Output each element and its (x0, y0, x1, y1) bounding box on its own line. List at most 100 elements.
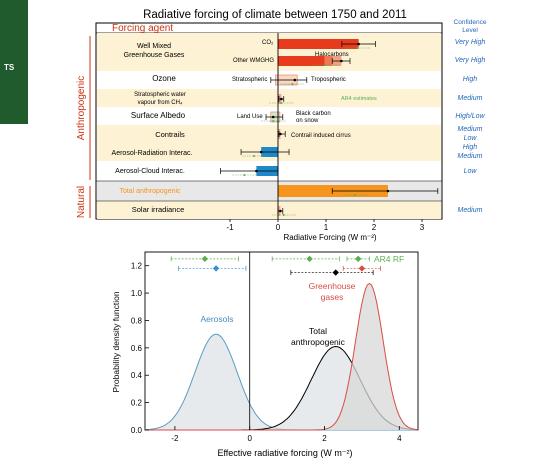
ar4-estimates-label: AR4 estimates (341, 96, 377, 102)
row-label-wmghg-line-2: Greenhouse Gases (124, 52, 185, 59)
sublabel-contrail-cirrus: Contrail induced cirrus (291, 133, 351, 139)
ar4-estimate-point-5 (253, 155, 255, 157)
sublabel-tropospheric: Tropospheric (311, 77, 346, 83)
pdf-fill-2 (145, 283, 418, 430)
bar-ch4 (278, 56, 325, 66)
estimate-diamond-2 (306, 255, 313, 263)
confidence-aerosol-radiation-2: Medium (458, 153, 483, 160)
rf-chart-x-axis: -1 0 1 2 3 (226, 219, 425, 232)
rf-x-tick-label-1: 0 (276, 223, 281, 232)
bar-n2o (324, 56, 333, 66)
ar4-estimate-point-1 (324, 64, 327, 66)
ghg-label: Greenhouse gases (309, 281, 356, 302)
estimate-diamond-5 (358, 265, 366, 272)
rf-chart-marks (220, 33, 439, 219)
pdf-curve-2 (145, 282, 419, 431)
confidence-water-vapour: Medium (458, 95, 483, 102)
sublabel-other-wmghg: Other WMGHG (233, 58, 274, 64)
err-solar-point (279, 209, 282, 213)
rf-x-tick-label-4: 3 (420, 223, 425, 232)
pdf-x-tick-label-2: 2 (322, 434, 327, 443)
group-label-anthropogenic: Anthropogenic (76, 76, 87, 141)
ghg-label-line-1: Greenhouse (309, 281, 356, 291)
ar4-estimate-point-0 (356, 47, 359, 49)
total-anthropogenic-label-line-1: Total (309, 326, 327, 336)
err-total-anthropogenic-point (386, 189, 390, 193)
err-aerosol-cloud-point (255, 169, 258, 173)
pdf-y-tick-label-4: 0.8 (131, 316, 143, 325)
rf-x-tick-label-0: -1 (226, 223, 234, 232)
pdf-y-tick-label-0: 0.0 (131, 426, 143, 435)
pdf-y-tick-label-2: 0.4 (131, 371, 143, 380)
ar4-estimate-point-2 (291, 83, 294, 85)
sublabel-stratospheric: Stratospheric (232, 77, 267, 83)
sublabel-black-carbon-line-2: on snow (296, 118, 319, 124)
section-tab: TS (0, 0, 28, 124)
forcing-agent-header: Forcing agent (112, 23, 173, 34)
confidence-header: Confidence Level (454, 19, 487, 34)
rf-chart-title: Radiative forcing of climate between 175… (143, 9, 407, 21)
err-contrails-point (279, 132, 282, 136)
sublabel-land-use: Land Use (237, 114, 263, 120)
total-anthropogenic-label-line-2: anthropogenic (291, 337, 346, 347)
confidence-solar: Medium (458, 207, 483, 214)
section-tab-label: TS (4, 63, 15, 72)
row-label-water-vapour-line-1: Stratospheric water (134, 92, 186, 98)
confidence-co2: Very High (455, 39, 486, 46)
confidence-surface-albedo: High/Low (455, 113, 485, 120)
err-aerosol-radiation-point (259, 150, 263, 154)
pdf-y-tick-label-1: 0.2 (131, 399, 143, 408)
rf-x-tick-label-2: 1 (324, 223, 329, 232)
row-label-wmghg-line-1: Well Mixed (137, 43, 171, 50)
row-label-total-anthropogenic: Total anthropogenic (119, 188, 181, 195)
pdf-chart-x-label: Effective radiative forcing (W m⁻²) (217, 448, 352, 458)
estimate-diamond-0 (201, 255, 209, 263)
row-label-ozone: Ozone (152, 74, 176, 83)
confidence-aerosol-cloud: Low (464, 168, 478, 175)
ar4-estimate-point-8 (282, 214, 285, 216)
pdf-y-tick-label-3: 0.6 (131, 344, 143, 353)
err-surface-albedo-point (271, 115, 275, 119)
row-label-surface-albedo: Surface Albedo (131, 111, 186, 120)
ar4-estimate-point-4 (272, 120, 275, 122)
sublabel-black-carbon-line-1: Black carbon (296, 111, 331, 117)
ar4-estimate-point-3 (280, 102, 283, 104)
err-co2-point (357, 42, 360, 46)
confidence-header-line-1: Confidence (454, 19, 487, 26)
row-label-water-vapour-line-2: vapour from CH₄ (138, 100, 183, 106)
pdf-x-tick-label-1: 0 (247, 434, 252, 443)
err-other-wmghg-point (340, 59, 343, 63)
rf-x-tick-label-3: 2 (372, 223, 377, 232)
estimate-diamond-4 (354, 255, 362, 263)
pdf-x-tick-label-0: -2 (171, 434, 179, 443)
ghg-label-line-2: gases (321, 292, 344, 302)
pdf-x-tick-label-3: 4 (397, 434, 402, 443)
pdf-chart-plot: 0.0 0.2 0.4 0.6 0.8 1.0 1.2 -2 0 2 4 (131, 251, 419, 443)
row-label-solar: Solar irradiance (132, 205, 185, 214)
pdf-fill-0 (145, 334, 418, 430)
estimate-diamond-1 (212, 265, 220, 272)
row-label-wmghg: Well Mixed Greenhouse Gases (124, 43, 185, 59)
sublabel-co2: CO₂ (262, 40, 274, 46)
estimate-diamond-3 (332, 269, 339, 276)
sublabel-black-carbon: Black carbon on snow (296, 111, 331, 124)
total-anthropogenic-label: Total anthropogenic (291, 326, 346, 347)
confidence-other-wmghg: Very High (455, 57, 486, 64)
confidence-contrails-1: Medium (458, 126, 483, 133)
err-ozone-point (293, 78, 297, 82)
row-label-aerosol-radiation: Aerosol-Radiation Interac. (112, 150, 193, 157)
confidence-header-line-2: Level (462, 27, 478, 34)
confidence-ozone: High (463, 76, 478, 83)
row-label-contrails: Contrails (155, 130, 185, 139)
ar4-rf-legend: AR4 RF (374, 254, 404, 264)
bar-co2 (278, 39, 359, 49)
confidence-aerosol-radiation-1: High (463, 144, 478, 151)
ar4-estimate-point-6 (243, 174, 246, 176)
row-bands (96, 33, 442, 219)
pdf-chart-y-label: Probability density function (111, 291, 121, 392)
aerosols-label: Aerosols (200, 314, 233, 324)
err-water-vapour-point (280, 97, 283, 101)
sublabel-halocarbons: Halocarbons (315, 52, 349, 58)
row-label-water-vapour: Stratospheric water vapour from CH₄ (134, 92, 186, 106)
